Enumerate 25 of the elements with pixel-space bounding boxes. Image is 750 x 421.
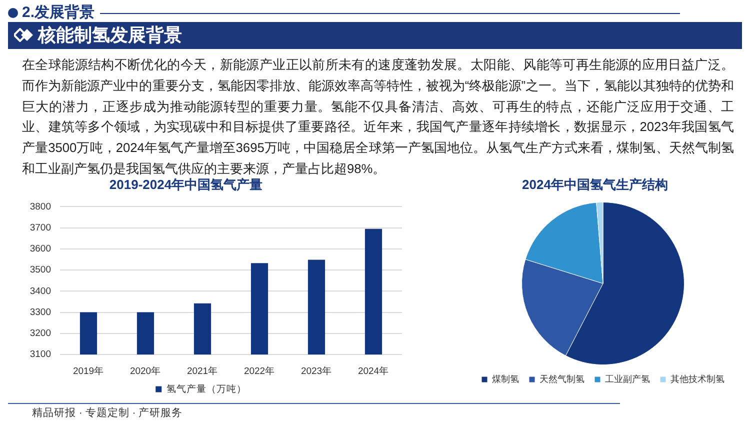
text: 2.发展背景 — [22, 3, 95, 23]
y-tick-label: 3800 — [30, 201, 51, 212]
legend-label: 天然气制氢 — [540, 374, 584, 384]
chart-title: 2024年中国氢气生产结构 — [521, 176, 669, 193]
x-tick-label: 2021年 — [186, 364, 218, 377]
y-tick-label: 3700 — [30, 222, 51, 234]
legend-label: 其他技术制氢 — [670, 374, 724, 384]
x-tick-label: 2022年 — [244, 364, 276, 377]
text: 在全球能源结构不断优化的今天，新能源产业正以前所未有的速度蓬勃发展。太阳能、风能等可再生能源的应用日益广泛。而作为新能源产业中的重要分支，氢能因零排放、能源效率高等特性，被视为“终极能源”之一。当下，氢能以其独特的优势和巨大的潜力，正逐步成为推动能源转型的重要力量。氢能不仅具备清洁、高效、可再生的特点，还能广泛应用于交通、工业、建筑等多个领域，为实现碳中和目标提供了重要路径。近年来，我国气产量逐年持续增长，数据显示，2023年我国氢气产量3500万吨，2024年氢气产量增至3695万吨，中国稳居全球第一产氢国地位。从氢气生产方式来看，煤制氢、天然气制氢和工业副产氢仍是我国氢气供应的主要来源，产量占比超98%。 — [22, 57, 734, 176]
x-tick-label: 2023年 — [300, 364, 332, 377]
y-tick-label: 3300 — [30, 306, 51, 318]
x-tick-label: 2024年 — [358, 364, 390, 377]
y-tick-label: 3400 — [30, 286, 51, 297]
legend-label: 煤制氢 — [492, 374, 519, 384]
chart-title: 2019-2024年中国氢气产量 — [108, 176, 264, 193]
y-tick-label: 3500 — [30, 264, 51, 276]
text: 精品研报 · 专题定制 · 产研服务 — [32, 406, 183, 420]
y-tick-label: 3100 — [30, 349, 51, 360]
legend-label: 工业副产氢 — [605, 374, 650, 384]
x-tick-label: 2019年 — [72, 364, 104, 377]
x-tick-label: 2020年 — [130, 364, 162, 377]
y-tick-label: 3200 — [30, 328, 51, 340]
text: 核能制氢发展背景 — [38, 24, 182, 47]
y-tick-label: 3600 — [30, 244, 51, 255]
legend-label: 氢气产量（万吨） — [166, 382, 246, 395]
